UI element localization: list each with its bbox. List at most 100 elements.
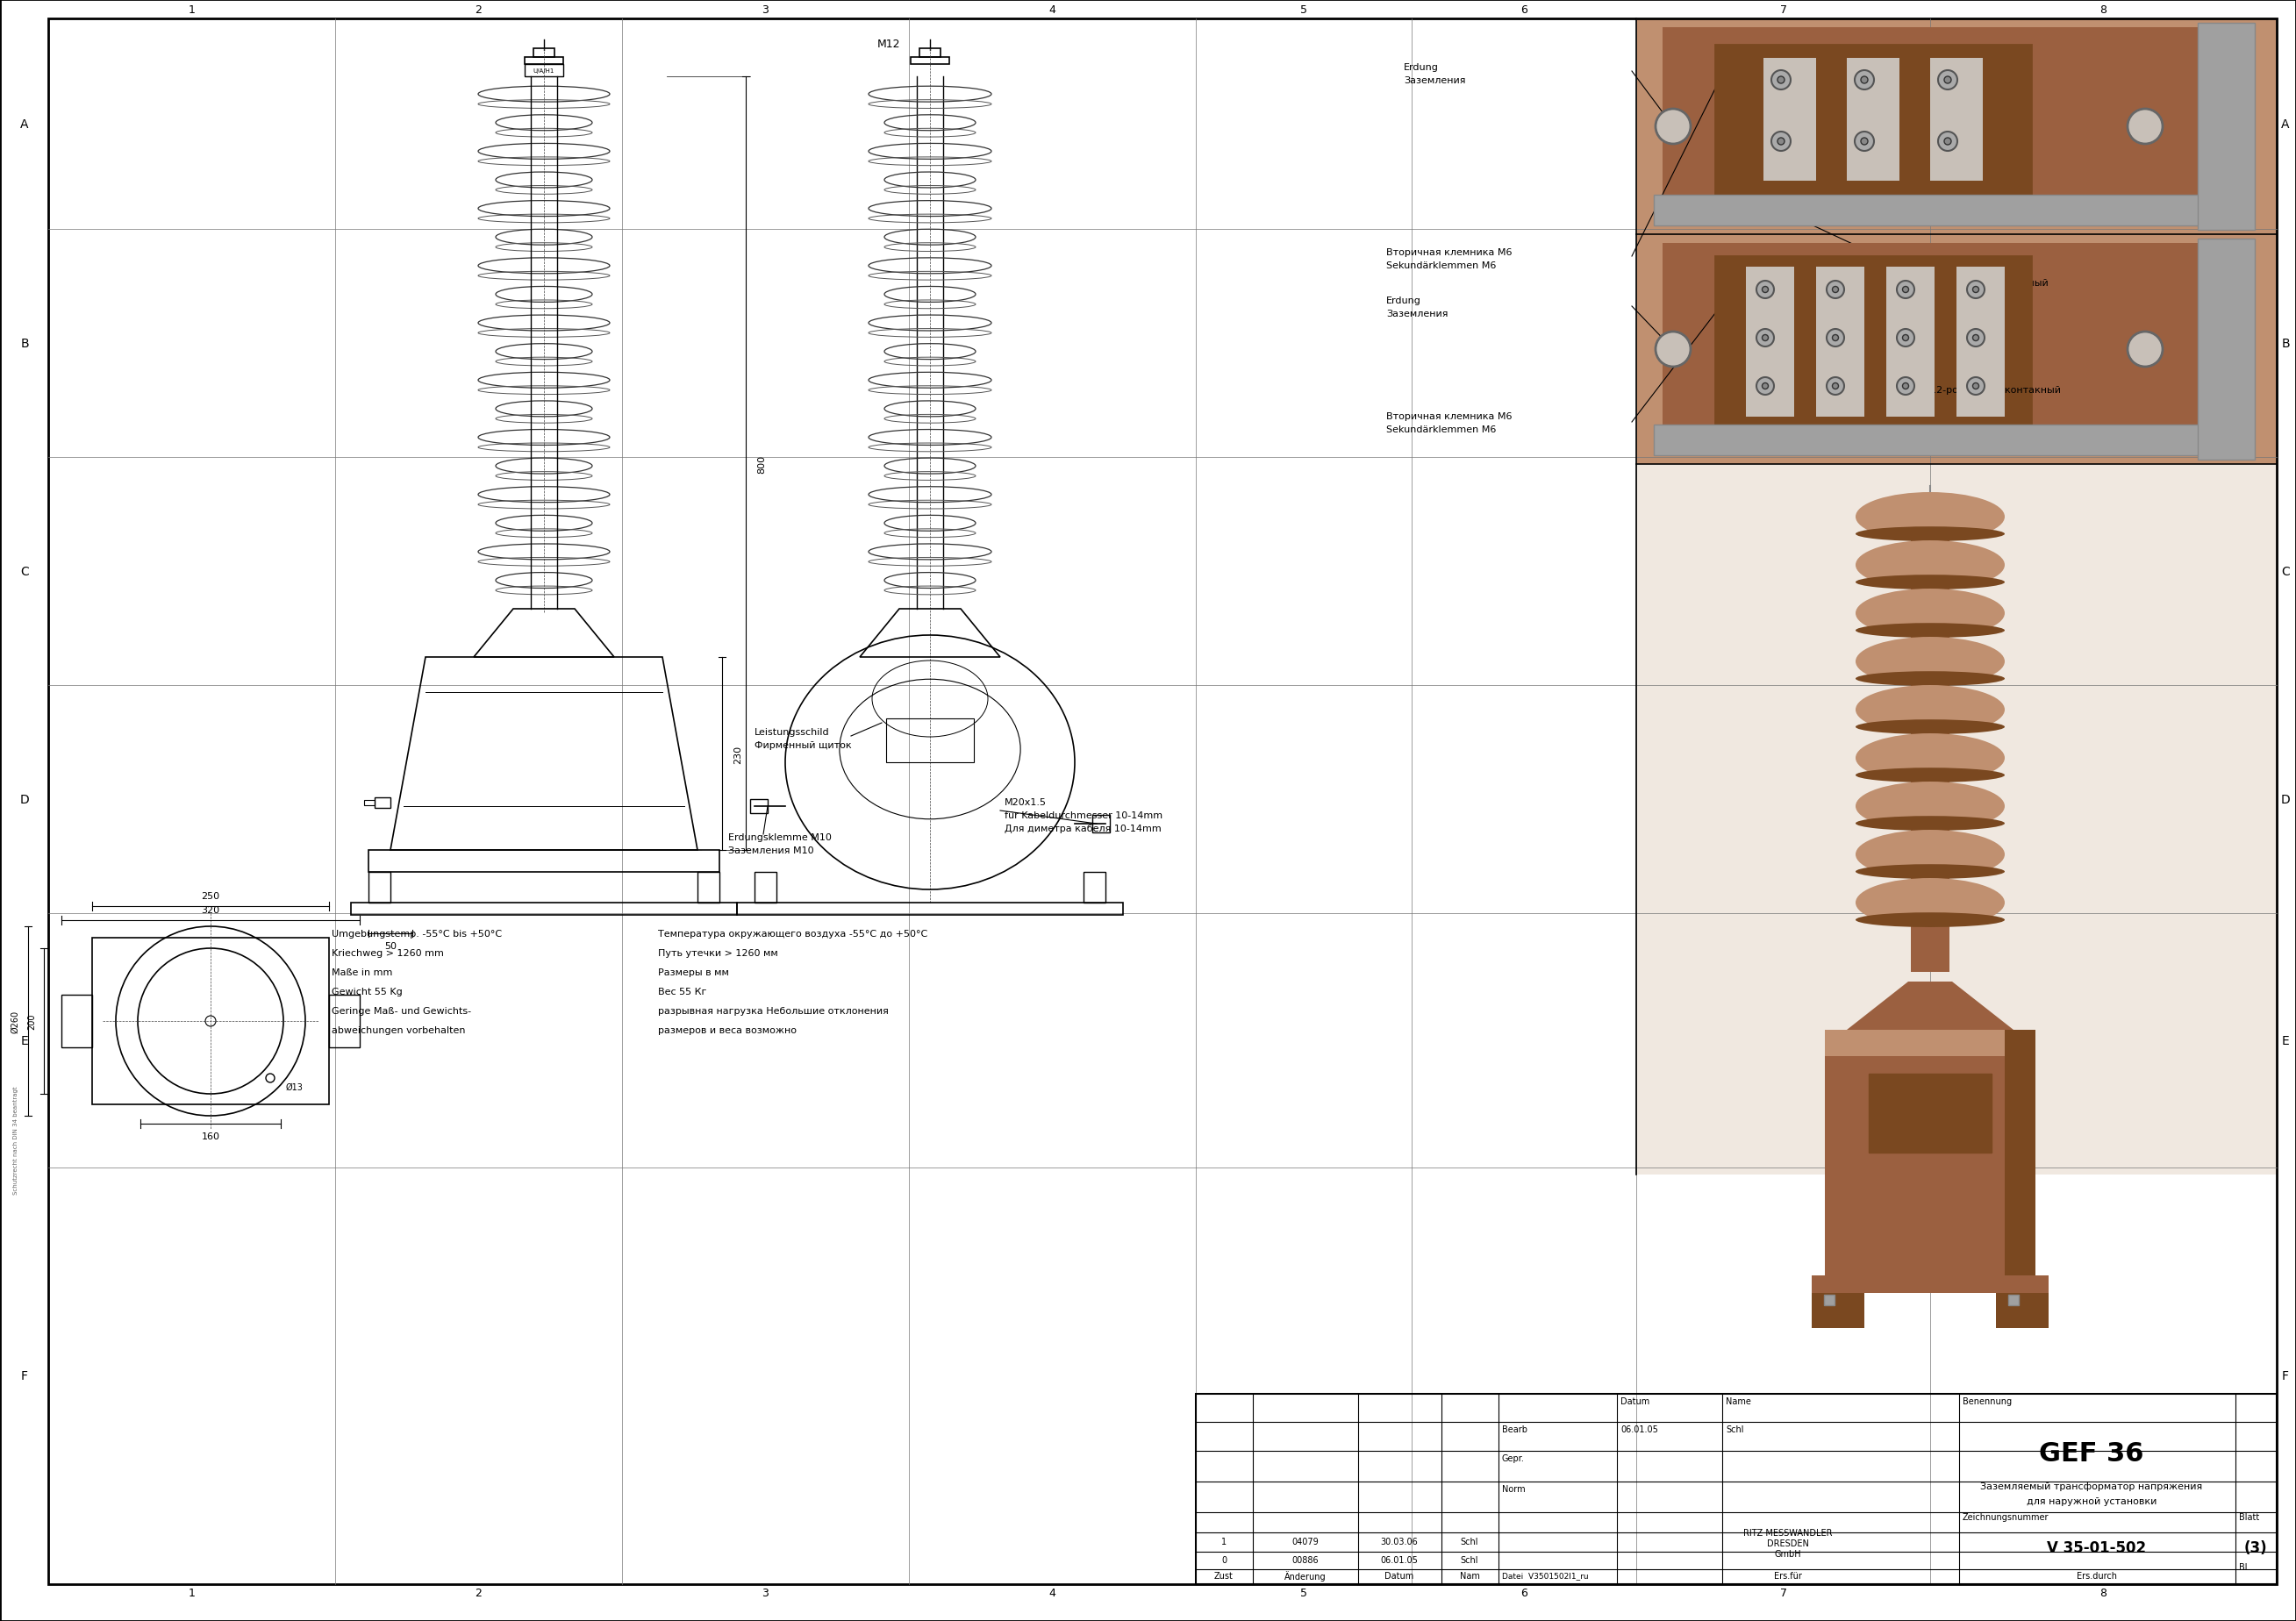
Text: B: B (21, 337, 30, 350)
Text: Вес 55 Кг: Вес 55 Кг (659, 987, 707, 995)
Ellipse shape (1903, 287, 1908, 293)
Text: Blatt: Blatt (2239, 1512, 2259, 1520)
Text: 8: 8 (2101, 1587, 2108, 1598)
Text: 800: 800 (758, 454, 767, 473)
Bar (886, 718, 974, 763)
Bar (2004, 1029, 2037, 1276)
Ellipse shape (1855, 686, 2004, 734)
Ellipse shape (1655, 110, 1690, 144)
Text: C: C (2282, 566, 2289, 577)
Text: D: D (2280, 793, 2289, 806)
Text: разрывная нагрузка Небольшие отклонения: разрывная нагрузка Небольшие отклонения (659, 1007, 889, 1015)
Text: 6: 6 (1520, 5, 1527, 16)
Text: 06.01.05: 06.01.05 (1621, 1425, 1658, 1433)
Text: 6-polig / 6-и контакный: 6-polig / 6-и контакный (1931, 279, 2048, 287)
Ellipse shape (1855, 637, 2004, 686)
Bar (1922, 499, 1938, 512)
Text: GmbH: GmbH (1775, 1550, 1802, 1558)
Ellipse shape (1855, 133, 1874, 152)
Bar (1662, 243, 2216, 456)
Ellipse shape (1896, 282, 1915, 298)
Text: Norm: Norm (1502, 1485, 1525, 1493)
Bar (367, 851, 719, 872)
Ellipse shape (1761, 384, 1768, 389)
Text: Erdungsklemme M10: Erdungsklemme M10 (728, 833, 831, 841)
Text: 250: 250 (202, 892, 220, 900)
Bar (1825, 1029, 2037, 1276)
Ellipse shape (1855, 624, 2004, 639)
Bar (1910, 512, 1949, 973)
Text: Erdung: Erdung (1387, 297, 1421, 305)
Ellipse shape (1968, 282, 1984, 298)
Text: Kriechweg > 1260 mm: Kriechweg > 1260 mm (331, 948, 443, 958)
Bar (1956, 267, 2004, 417)
Text: Для диметра кабеля 10-14mm: Для диметра кабеля 10-14mm (1006, 823, 1162, 833)
Text: 230: 230 (732, 744, 742, 763)
Text: 1: 1 (188, 5, 195, 16)
Text: 1: 1 (1221, 1537, 1226, 1545)
Text: Datei  V3501502I1_ru: Datei V3501502I1_ru (1502, 1571, 1589, 1579)
Ellipse shape (1855, 527, 2004, 541)
Ellipse shape (1860, 78, 1869, 84)
Ellipse shape (1855, 575, 2004, 590)
Ellipse shape (1828, 378, 1844, 396)
Ellipse shape (1770, 71, 1791, 91)
Text: M20x1.5: M20x1.5 (1006, 798, 1047, 807)
Bar (1715, 256, 2032, 428)
Bar (1637, 235, 2278, 465)
Text: Änderung: Änderung (1283, 1571, 1327, 1580)
Text: A: A (21, 118, 30, 131)
Text: 4: 4 (1049, 5, 1056, 16)
Text: 3: 3 (762, 1587, 769, 1598)
Bar (92, 939, 328, 1104)
Bar (1653, 425, 2206, 456)
Text: 30.03.06: 30.03.06 (1380, 1537, 1419, 1545)
Text: Schutzrecht nach DIN 34 beantragt: Schutzrecht nach DIN 34 beantragt (14, 1086, 18, 1195)
Text: C: C (21, 566, 30, 577)
Ellipse shape (1777, 138, 1784, 146)
Text: Вторичная клемника M6: Вторичная клемника M6 (1387, 412, 1513, 421)
Text: 4: 4 (1049, 1587, 1056, 1598)
Ellipse shape (1855, 71, 1874, 91)
Text: Gewicht 55 Kg: Gewicht 55 Kg (331, 987, 402, 995)
Bar (328, 995, 360, 1047)
Ellipse shape (1855, 817, 2004, 832)
Bar (1931, 58, 1984, 182)
Text: U/A/H1: U/A/H1 (533, 68, 556, 73)
Bar (1846, 58, 1899, 182)
Text: Leistungsschild: Leistungsschild (755, 728, 829, 736)
Text: E: E (2282, 1034, 2289, 1047)
Ellipse shape (1896, 378, 1915, 396)
Ellipse shape (1938, 133, 1958, 152)
Text: 5: 5 (1300, 5, 1306, 16)
Bar (755, 872, 776, 903)
Ellipse shape (1855, 734, 2004, 783)
Ellipse shape (1968, 329, 1984, 347)
Bar (1887, 267, 1936, 417)
Text: B: B (2282, 337, 2289, 350)
Text: 200: 200 (28, 1013, 37, 1029)
Ellipse shape (1832, 287, 1839, 293)
Bar (2197, 24, 2255, 230)
Text: 320: 320 (202, 906, 220, 914)
Text: Фирменный щиток: Фирменный щиток (755, 741, 852, 749)
Ellipse shape (1972, 384, 1979, 389)
Ellipse shape (1855, 781, 2004, 832)
Bar (1816, 267, 1864, 417)
Text: Sekundärklemmen M6: Sekundärklemmen M6 (1387, 425, 1497, 434)
Text: Umgebungstemp. -55°C bis +50°C: Umgebungstemp. -55°C bis +50°C (331, 929, 503, 939)
Text: (3): (3) (2243, 1540, 2268, 1555)
Bar (1995, 1294, 2048, 1328)
Text: Schl: Schl (1727, 1425, 1743, 1433)
Text: Sekundärklemmen M6: Sekundärklemmen M6 (1387, 261, 1497, 271)
Ellipse shape (1903, 384, 1908, 389)
Text: Erdung: Erdung (1403, 63, 1440, 71)
Text: F: F (21, 1370, 28, 1383)
Text: Datum: Datum (1384, 1571, 1414, 1580)
Bar (918, 49, 941, 58)
Text: Maße in mm: Maße in mm (331, 968, 393, 976)
Text: Ø13: Ø13 (287, 1083, 303, 1091)
Text: 7: 7 (1779, 5, 1786, 16)
Text: 04079: 04079 (1293, 1537, 1318, 1545)
Text: 7: 7 (1779, 1587, 1786, 1598)
